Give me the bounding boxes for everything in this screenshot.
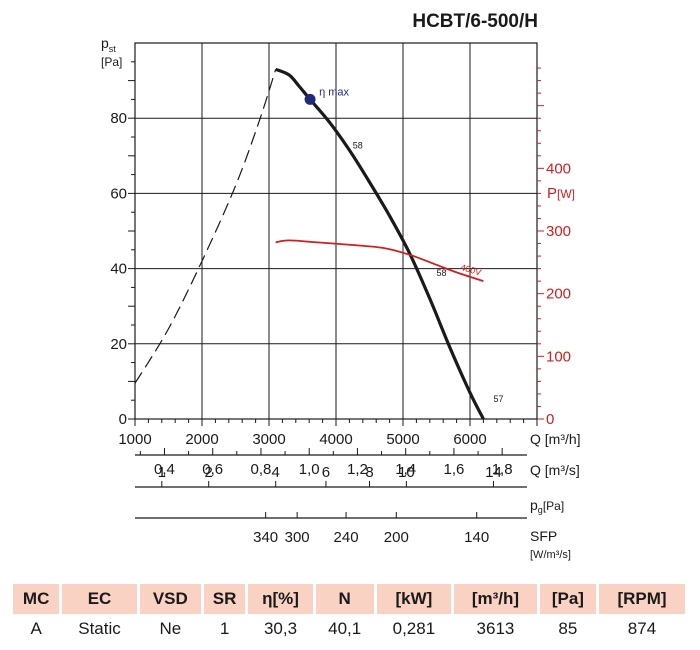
spec-value-row: A Static Ne 1 30,3 40,1 0,281 3613 85 87… xyxy=(13,614,685,644)
right-axis-label: P xyxy=(547,185,557,202)
eta-max-label: η max xyxy=(319,86,349,98)
chart-title: HCBT/6-500/H xyxy=(412,11,538,32)
value-ec: Static xyxy=(78,619,121,638)
header-efficiency: η[%] xyxy=(248,584,313,614)
pg-tick-label: 14 xyxy=(485,464,502,481)
left-tick-label: 0 xyxy=(119,411,127,428)
m3s-tick-label: 0,6 xyxy=(202,461,223,478)
left-axis-unit: [Pa] xyxy=(101,55,122,69)
left-tick-label: 80 xyxy=(110,110,127,127)
sfp-tick-label: 240 xyxy=(334,529,359,546)
svg-text:pst: pst xyxy=(101,35,116,54)
header-vsd: VSD xyxy=(139,584,201,614)
pg-tick-label: 2 xyxy=(205,464,213,481)
eta-max-point xyxy=(304,93,316,105)
right-tick-label: 0 xyxy=(546,411,554,428)
bottom-axis-ticks: 1000 2000 3000 4000 5000 6000 xyxy=(118,419,538,448)
sfp-tick-label: 140 xyxy=(464,529,489,546)
left-axis-ticks: 0 20 40 60 80 xyxy=(110,61,135,428)
left-tick-label: 40 xyxy=(110,261,127,278)
stall-region-curve xyxy=(134,69,277,384)
header-sr: SR xyxy=(203,584,246,614)
right-axis-unit: [W] xyxy=(557,187,575,201)
efficiency-label: 57 xyxy=(493,394,503,404)
left-axis-label: p xyxy=(101,35,109,51)
value-kw: 0,281 xyxy=(392,619,436,638)
efficiency-label: 58 xyxy=(353,140,363,150)
left-tick-label: 20 xyxy=(110,336,127,353)
q-m3s-axis-label: Q [m³/s] xyxy=(530,462,580,478)
sfp-tick-label: 300 xyxy=(285,529,310,546)
sfp-tick-label: 200 xyxy=(384,529,409,546)
spec-header-row: MC EC VSD SR η[%] N [kW] [m³/h] [Pa] [RP… xyxy=(13,584,685,614)
header-pressure: [Pa] xyxy=(539,584,596,614)
bottom-tick-label: 2000 xyxy=(185,431,218,448)
bottom-tick-label: 5000 xyxy=(386,431,419,448)
value-rpm: 874 xyxy=(627,619,657,638)
sfp-axis-label: SFP xyxy=(530,528,557,544)
pg-tick-label: 4 xyxy=(272,464,280,481)
value-flow: 3613 xyxy=(476,619,515,638)
right-tick-label: 300 xyxy=(546,223,571,240)
m3s-tick-label: 0,4 xyxy=(154,461,175,478)
m3s-tick-label: 1,0 xyxy=(299,461,320,478)
right-tick-label: 200 xyxy=(546,286,571,303)
secondary-axes: 0,4 0,6 0,8 1,0 1,2 1,4 1,6 1,8 1 2 4 6 8 10 14 340 300 2… xyxy=(135,448,527,546)
q-m3h-axis-label: Q [m³/h] xyxy=(530,431,581,447)
left-tick-label: 60 xyxy=(110,185,127,202)
m3s-tick-label: 0,8 xyxy=(251,461,272,478)
sfp-tick-label: 340 xyxy=(253,529,278,546)
value-efficiency: 30,3 xyxy=(263,619,298,638)
pg-axis-unit: [Pa] xyxy=(543,499,564,513)
pg-tick-label: 10 xyxy=(398,464,415,481)
header-kw: [kW] xyxy=(376,584,452,614)
value-pressure: 85 xyxy=(558,619,578,638)
pg-tick-label: 1 xyxy=(158,464,166,481)
bottom-tick-label: 6000 xyxy=(453,431,486,448)
header-mc: MC xyxy=(13,584,60,614)
bottom-tick-label: 3000 xyxy=(252,431,285,448)
grid xyxy=(135,43,537,419)
header-rpm: [RPM] xyxy=(598,584,685,614)
value-sr: 1 xyxy=(219,619,230,638)
value-n: 40,1 xyxy=(328,619,362,638)
right-tick-label: 400 xyxy=(546,160,571,177)
pg-tick-label: 8 xyxy=(365,464,373,481)
m3s-tick-label: 1,2 xyxy=(347,461,368,478)
m3s-tick-label: 1,8 xyxy=(492,461,513,478)
spec-table: MC EC VSD SR η[%] N [kW] [m³/h] [Pa] [RP… xyxy=(10,584,688,644)
value-vsd: Ne xyxy=(159,619,182,638)
right-tick-label: 100 xyxy=(546,348,571,365)
left-axis-sub: st xyxy=(109,44,117,54)
pg-axis-label: p xyxy=(530,497,538,513)
value-mc: A xyxy=(30,619,42,638)
bottom-tick-label: 4000 xyxy=(319,431,352,448)
m3s-tick-label: 1,6 xyxy=(443,461,464,478)
pg-tick-label: 6 xyxy=(322,464,330,481)
pg-axis-sub: g xyxy=(538,505,543,515)
header-n: N xyxy=(315,584,374,614)
header-ec: EC xyxy=(62,584,137,614)
bottom-tick-label: 1000 xyxy=(118,431,151,448)
m3s-tick-label: 1,4 xyxy=(395,461,416,478)
pressure-curve xyxy=(275,67,485,420)
svg-text:P[W]: P[W] xyxy=(547,185,575,202)
right-axis-ticks: 0 100 200 300 400 xyxy=(537,67,571,428)
header-flow: [m³/h] xyxy=(454,584,537,614)
efficiency-label: 58 xyxy=(437,268,447,278)
svg-text:pg[Pa]: pg[Pa] xyxy=(530,497,564,515)
power-curve xyxy=(275,239,484,282)
sfp-axis-unit: [W/m³/s] xyxy=(530,549,571,561)
